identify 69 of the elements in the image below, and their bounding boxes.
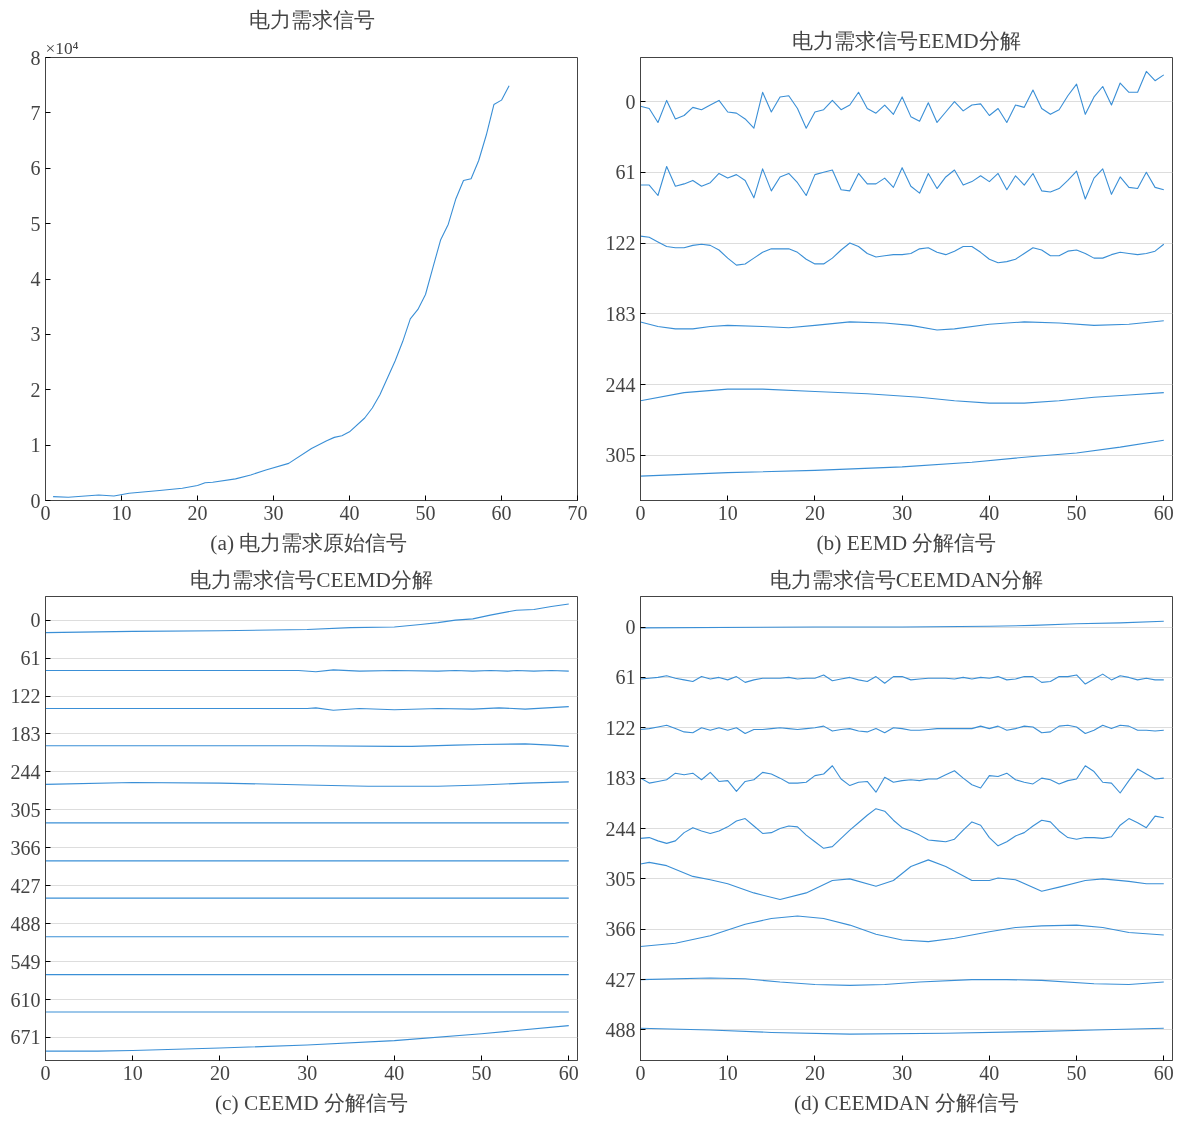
text: (d) CEEMDAN 分解信号	[794, 1090, 1020, 1115]
x-tick-label: 60	[491, 501, 512, 524]
x-tick-label: 20	[804, 501, 825, 524]
y-axis-title: ×10⁴	[45, 38, 79, 58]
y-tick-label: 366	[10, 836, 41, 859]
x-tick-label: 20	[187, 501, 208, 524]
y-tick-label: 3	[30, 323, 41, 346]
x-tick-label: 50	[1066, 1061, 1087, 1084]
y-tick-label: 610	[10, 988, 41, 1011]
y-tick-label: 244	[10, 760, 41, 783]
x-tick-label: 10	[717, 501, 738, 524]
y-tick-label: 8	[30, 46, 41, 69]
y-tick-label: 122	[10, 685, 41, 708]
text: (c) CEEMD 分解信号	[215, 1090, 408, 1115]
y-tick-label: 305	[605, 867, 636, 890]
y-tick-label: 183	[605, 302, 636, 325]
x-tick-label: 30	[297, 1061, 318, 1084]
y-tick-label: 488	[10, 912, 41, 935]
x-tick-label: 10	[717, 1061, 738, 1084]
x-tick-label: 50	[471, 1061, 492, 1084]
y-tick-label: 305	[605, 444, 636, 467]
y-tick-label: 427	[10, 874, 41, 897]
y-tick-label: 122	[605, 232, 636, 255]
x-tick-label: 20	[804, 1061, 825, 1084]
x-tick-label: 20	[209, 1061, 230, 1084]
x-tick-label: 40	[339, 501, 360, 524]
y-tick-label: 4	[30, 268, 41, 290]
x-tick-label: 30	[263, 501, 284, 524]
x-tick-label: 40	[384, 1061, 405, 1084]
x-tick-label: 50	[415, 501, 436, 524]
x-tick-label: 30	[892, 1061, 913, 1084]
y-tick-label: 671	[10, 1026, 41, 1049]
y-tick-label: 488	[605, 1018, 636, 1041]
y-tick-label: 61	[615, 666, 636, 689]
x-tick-label: 60	[1153, 501, 1174, 524]
y-tick-label: 305	[10, 798, 41, 821]
y-tick-label: 427	[605, 968, 636, 991]
chart-title: 电力需求信号CEEMDAN分解	[769, 567, 1044, 592]
y-tick-label: 244	[605, 373, 636, 396]
y-tick-label: 366	[605, 918, 636, 941]
x-tick-label: 10	[122, 1061, 143, 1084]
y-tick-label: 2	[30, 378, 41, 401]
y-tick-label: 61	[615, 161, 636, 184]
y-tick-label: 0	[625, 616, 636, 639]
x-tick-label: 60	[1153, 1061, 1174, 1084]
x-tick-label: 40	[979, 501, 1000, 524]
y-tick-label: 183	[10, 722, 41, 745]
text: (a) 电力需求原始信号	[210, 530, 408, 555]
y-tick-label: 7	[30, 101, 41, 124]
y-tick-label: 61	[20, 647, 41, 670]
x-tick-label: 70	[567, 501, 588, 524]
y-tick-label: 6	[30, 157, 41, 180]
y-tick-label: 549	[10, 950, 41, 973]
chart-title: 电力需求信号EEMD分解	[792, 28, 1021, 53]
x-tick-label: 60	[558, 1061, 579, 1084]
y-tick-label: 0	[625, 90, 636, 113]
y-tick-label: 5	[30, 212, 41, 235]
chart-title: 电力需求信号CEEMD分解	[190, 567, 433, 592]
x-tick-label: 50	[1066, 501, 1087, 524]
text: (b) EEMD 分解信号	[816, 530, 997, 555]
y-tick-label: 122	[605, 716, 636, 739]
y-tick-label: 183	[605, 767, 636, 790]
y-tick-label: 1	[30, 434, 41, 457]
x-tick-label: 10	[111, 501, 132, 524]
x-tick-label: 30	[892, 501, 913, 524]
x-tick-label: 40	[979, 1061, 1000, 1084]
chart-title: 电力需求信号	[248, 7, 375, 32]
y-tick-label: 244	[605, 817, 636, 840]
y-tick-label: 0	[30, 609, 41, 632]
